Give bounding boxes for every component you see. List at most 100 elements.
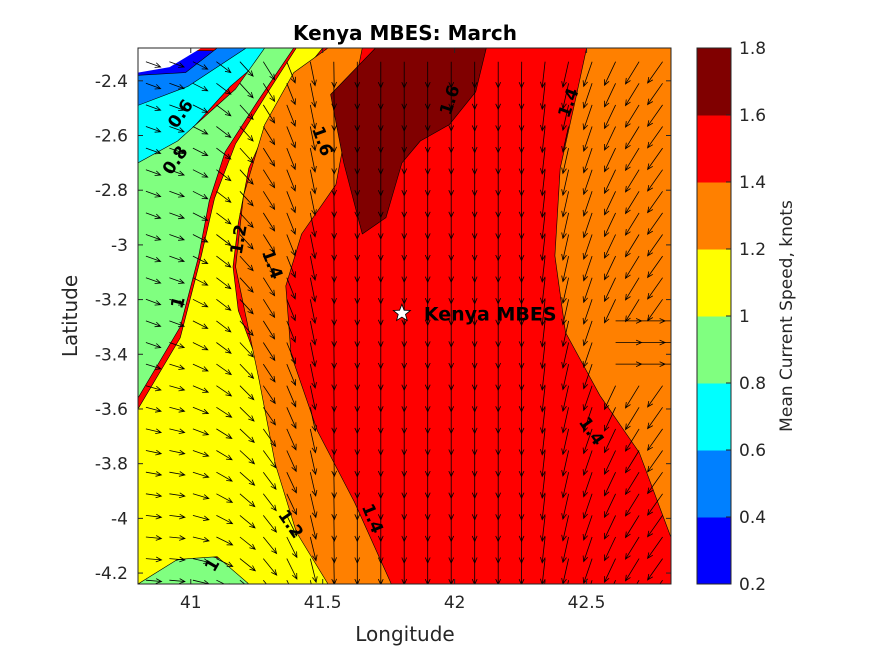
current-vector bbox=[239, 385, 255, 401]
colorbar: 0.2 0.4 0.6 0.8 1 1.2 1.4 1.6 1.8 bbox=[696, 39, 766, 595]
current-vector bbox=[604, 407, 616, 432]
current-vector bbox=[561, 472, 569, 499]
colorbar-segment bbox=[697, 115, 731, 183]
current-vector bbox=[239, 536, 256, 550]
current-vector bbox=[540, 515, 546, 543]
current-vector bbox=[309, 472, 318, 497]
current-vector bbox=[582, 255, 593, 282]
current-vector bbox=[309, 277, 317, 303]
current-vector bbox=[540, 407, 546, 435]
speed-bands bbox=[138, 48, 671, 584]
current-vector bbox=[239, 471, 256, 486]
current-vector bbox=[262, 407, 276, 426]
colorbar-tick-label: 0.8 bbox=[739, 374, 766, 394]
current-vector bbox=[239, 493, 256, 508]
current-vector bbox=[624, 255, 640, 280]
colorbar-segment bbox=[697, 450, 731, 518]
x-tick-label: 41.5 bbox=[304, 593, 342, 613]
current-vector bbox=[561, 191, 569, 218]
current-vector bbox=[286, 342, 296, 365]
current-vector bbox=[239, 450, 256, 465]
current-vector bbox=[647, 191, 663, 214]
current-vector bbox=[262, 277, 276, 297]
current-vector bbox=[145, 471, 163, 477]
current-vector bbox=[192, 277, 209, 286]
colorbar-tick-label: 1.6 bbox=[739, 106, 766, 126]
site-annotation: Kenya MBES bbox=[392, 303, 557, 325]
current-vector bbox=[262, 515, 277, 533]
current-vector bbox=[262, 191, 276, 211]
current-vector bbox=[262, 320, 276, 340]
current-vector bbox=[540, 104, 546, 132]
current-vector bbox=[582, 320, 593, 347]
current-vector bbox=[239, 320, 254, 337]
current-vector bbox=[239, 277, 254, 293]
current-vector bbox=[331, 536, 337, 564]
y-tick-label: -3 bbox=[111, 236, 128, 256]
current-vector bbox=[169, 513, 186, 520]
current-vector bbox=[624, 471, 640, 496]
current-vector bbox=[309, 256, 317, 281]
current-vector bbox=[169, 363, 186, 370]
current-vector bbox=[145, 428, 163, 434]
current-vector bbox=[561, 126, 569, 153]
current-vector bbox=[582, 277, 593, 304]
current-vector bbox=[286, 320, 296, 344]
current-vector bbox=[145, 126, 162, 133]
current-vector bbox=[647, 515, 663, 538]
current-vector bbox=[192, 515, 210, 521]
current-vector bbox=[647, 428, 663, 451]
current-vector bbox=[582, 450, 593, 477]
current-vector bbox=[145, 578, 163, 584]
current-vector bbox=[309, 385, 317, 411]
current-vector bbox=[169, 385, 186, 392]
current-vector bbox=[262, 579, 267, 584]
speed-band bbox=[138, 48, 334, 584]
current-vector bbox=[604, 191, 616, 216]
current-vector bbox=[309, 126, 317, 152]
current-vector bbox=[262, 169, 276, 189]
current-vector bbox=[216, 363, 233, 376]
current-vector bbox=[582, 147, 593, 174]
current-vector bbox=[647, 536, 663, 560]
current-vector bbox=[169, 406, 186, 413]
current-vector bbox=[216, 515, 234, 525]
current-vector bbox=[169, 234, 186, 241]
colorbar-tick-label: 1.4 bbox=[739, 173, 766, 193]
current-vector bbox=[604, 147, 616, 173]
current-vector bbox=[561, 320, 569, 348]
current-vector bbox=[262, 428, 277, 448]
current-vector bbox=[216, 428, 233, 440]
current-vector bbox=[540, 256, 546, 283]
current-vector bbox=[582, 385, 593, 412]
current-vector bbox=[582, 472, 593, 498]
current-vector bbox=[262, 104, 276, 124]
current-vector bbox=[262, 493, 277, 512]
current-vector bbox=[192, 493, 210, 500]
current-vector bbox=[540, 493, 546, 521]
current-vector bbox=[286, 191, 296, 214]
current-vector bbox=[239, 83, 254, 99]
current-vector bbox=[239, 342, 254, 358]
current-vector bbox=[309, 450, 318, 476]
current-vector bbox=[145, 169, 162, 176]
current-vector bbox=[169, 147, 186, 155]
current-vector bbox=[540, 558, 546, 584]
current-vector bbox=[604, 255, 616, 281]
current-vector bbox=[192, 255, 209, 265]
current-vector bbox=[169, 104, 186, 111]
current-vector bbox=[145, 363, 162, 370]
current-vector bbox=[145, 104, 162, 111]
site-star-marker bbox=[392, 303, 412, 322]
current-vector bbox=[145, 82, 162, 90]
current-vector bbox=[331, 450, 337, 478]
current-vector bbox=[169, 428, 186, 434]
y-tick-label: -4 bbox=[111, 509, 128, 529]
current-vector bbox=[239, 212, 254, 229]
current-vector bbox=[582, 126, 593, 153]
colorbar-segment bbox=[697, 249, 731, 317]
current-vector bbox=[540, 148, 546, 175]
current-vector bbox=[286, 277, 296, 300]
current-vector bbox=[604, 299, 616, 324]
current-vector bbox=[582, 493, 593, 520]
